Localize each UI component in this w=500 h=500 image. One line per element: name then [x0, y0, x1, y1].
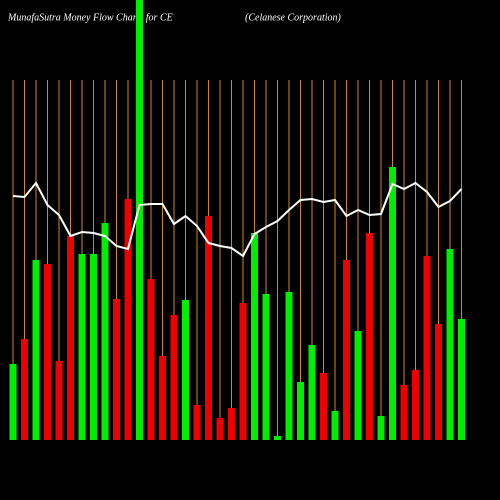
bar [400, 385, 408, 440]
bar [377, 416, 385, 440]
bar [9, 364, 17, 440]
bar [262, 294, 270, 440]
bar [124, 199, 132, 440]
bar [389, 167, 396, 440]
bar [44, 264, 51, 440]
bar [285, 292, 293, 440]
bar [113, 299, 120, 440]
bar [101, 223, 109, 440]
bar [193, 405, 201, 440]
bar [458, 319, 465, 440]
bar [412, 370, 419, 440]
bar [55, 361, 63, 440]
bar [423, 256, 431, 440]
bar [366, 233, 373, 440]
bar [274, 436, 281, 440]
bar [147, 279, 155, 440]
money-flow-line [12, 181, 463, 258]
bar [90, 254, 97, 440]
bar [435, 324, 442, 440]
chart-subtitle: (Celanese Corporation) [245, 12, 341, 23]
chart-title: MunafaSutra Money Flow Charts for CE [7, 12, 173, 23]
bar [446, 249, 454, 440]
bar [320, 373, 327, 440]
bar [32, 260, 40, 440]
bar [239, 303, 247, 440]
bar [78, 254, 86, 440]
bar [67, 236, 74, 440]
bar [251, 233, 258, 440]
bar [136, 0, 143, 440]
bar [182, 300, 189, 440]
bar [354, 331, 362, 440]
bar [297, 382, 304, 440]
bar [331, 411, 339, 440]
bar [170, 315, 178, 440]
bar [343, 260, 350, 440]
bar [21, 339, 28, 440]
bar [308, 345, 316, 440]
bar [228, 408, 235, 440]
bar [159, 356, 166, 440]
bar [205, 216, 212, 440]
bar [216, 418, 224, 440]
